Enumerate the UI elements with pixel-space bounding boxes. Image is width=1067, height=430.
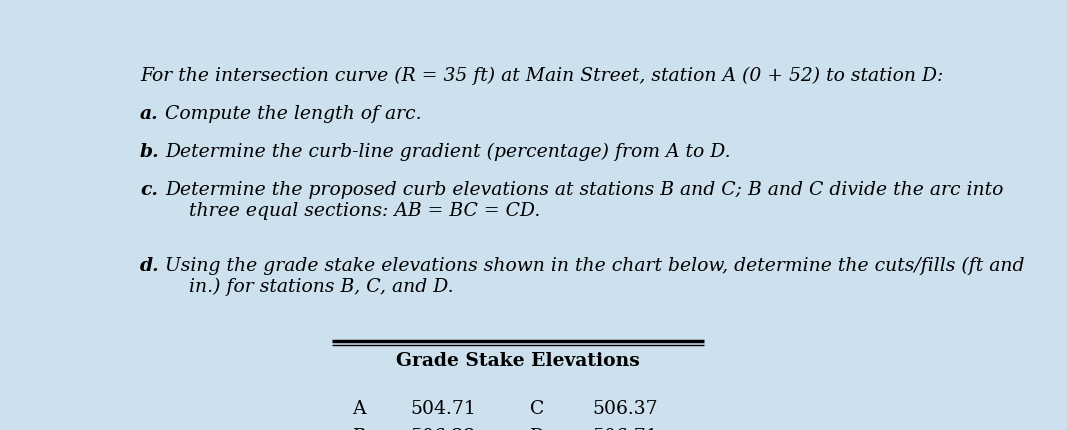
Text: d.: d. (140, 257, 160, 275)
Text: Using the grade stake elevations shown in the chart below, determine the cuts/fi: Using the grade stake elevations shown i… (164, 257, 1024, 296)
Text: 506.71: 506.71 (592, 428, 658, 430)
Text: c.: c. (140, 181, 158, 199)
Text: b.: b. (140, 143, 160, 161)
Text: Determine the proposed curb elevations at stations B and C; B and C divide the a: Determine the proposed curb elevations a… (164, 181, 1003, 220)
Text: 506.22: 506.22 (411, 428, 476, 430)
Text: Compute the length of arc.: Compute the length of arc. (164, 104, 421, 123)
Text: 506.37: 506.37 (592, 400, 658, 418)
Text: C: C (530, 400, 544, 418)
Text: A: A (352, 400, 366, 418)
Text: Grade Stake Elevations: Grade Stake Elevations (396, 352, 640, 370)
Text: D: D (530, 428, 545, 430)
Text: Determine the curb-line gradient (percentage) from A to D.: Determine the curb-line gradient (percen… (164, 143, 731, 161)
Text: 504.71: 504.71 (411, 400, 476, 418)
Text: B: B (352, 428, 366, 430)
Text: For the intersection curve (R = 35 ft) at Main Street, station A (0 + 52) to sta: For the intersection curve (R = 35 ft) a… (140, 67, 943, 85)
Text: a.: a. (140, 104, 159, 123)
